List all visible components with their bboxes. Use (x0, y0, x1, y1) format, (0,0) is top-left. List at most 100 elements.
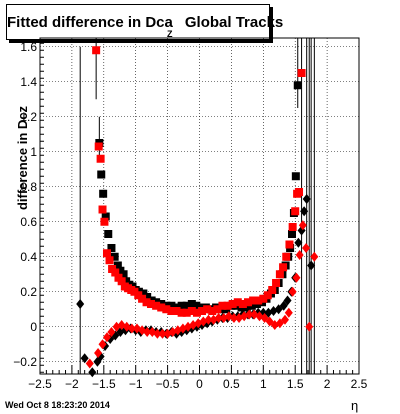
data-point-diamond (307, 260, 316, 271)
data-point-square (104, 230, 113, 238)
data-point-square (177, 308, 186, 317)
data-point-square (177, 301, 186, 310)
x-tick-label: 0 (196, 377, 203, 391)
data-point-square (167, 307, 176, 315)
data-point-square (102, 249, 111, 258)
data-point-diamond (80, 353, 89, 364)
data-point-square (113, 261, 122, 270)
data-point-diamond (295, 250, 304, 260)
data-point-square (288, 230, 297, 238)
chart-title: Fitted difference in Dca Global Tracks (7, 14, 284, 31)
data-point-square (295, 188, 304, 196)
data-point-square (192, 308, 201, 317)
data-point-diamond (284, 307, 293, 318)
data-point-diamond (107, 327, 116, 337)
data-point-diamond (143, 327, 152, 337)
data-point-diamond (214, 313, 223, 323)
data-point-square (268, 286, 277, 294)
data-point-square (228, 300, 237, 308)
y-tick-label: −0.2 (13, 355, 37, 369)
data-point-square (152, 301, 161, 310)
data-point-square (110, 252, 119, 261)
x-tick-label: −2 (65, 377, 79, 391)
data-point-square (259, 294, 268, 303)
data-point-square (279, 263, 288, 272)
data-point-diamond (245, 309, 254, 320)
data-point-diamond (102, 332, 111, 343)
data-point-diamond (121, 325, 130, 336)
x-axis-label: η (351, 398, 359, 413)
data-point-diamond (288, 286, 297, 297)
data-point-diamond (279, 300, 288, 311)
data-point-square (297, 69, 306, 77)
data-point-square (167, 301, 176, 310)
data-point-square (275, 270, 284, 279)
data-point-square (285, 240, 294, 249)
y-tick-label: 0 (30, 320, 37, 334)
data-point-square (293, 81, 302, 90)
data-point-square (92, 46, 101, 55)
data-point-square (98, 205, 107, 214)
data-point-diamond (94, 348, 103, 358)
data-point-square (238, 300, 247, 308)
data-point-diamond (153, 328, 162, 339)
data-point-square (100, 217, 109, 226)
data-point-square (138, 294, 147, 303)
data-point-diamond (229, 313, 238, 323)
data-point-square (203, 305, 212, 314)
y-tick-label: 0.2 (20, 285, 37, 299)
data-point-square (143, 293, 152, 301)
data-point-square (182, 308, 191, 317)
data-point-square (99, 189, 108, 198)
data-point-square (117, 277, 126, 286)
data-point-square (288, 223, 297, 231)
data-point-square (111, 268, 120, 277)
x-tick-label: 0.5 (223, 377, 240, 391)
data-point-square (249, 296, 258, 305)
data-point-diamond (127, 323, 136, 334)
data-point-square (208, 307, 217, 315)
timestamp: Wed Oct 8 18:23:20 2014 (5, 400, 110, 410)
data-point-square (142, 298, 151, 307)
data-point-diamond (294, 237, 303, 248)
x-tick-label: 1 (260, 377, 267, 391)
data-point-square (198, 307, 207, 315)
data-point-square (172, 307, 181, 315)
data-point-square (291, 172, 300, 181)
data-point-square (223, 301, 232, 310)
data-point-diamond (283, 295, 292, 306)
data-point-diamond (250, 309, 259, 320)
data-point-diamond (302, 243, 311, 253)
data-point-diamond (76, 299, 85, 309)
y-tick-label: 1.2 (20, 110, 37, 124)
data-point-square (187, 300, 196, 308)
data-point-square (187, 307, 196, 315)
data-point-diamond (88, 367, 97, 378)
data-point-square (218, 301, 227, 310)
data-point-square (282, 252, 291, 261)
x-tick-label: −0.5 (156, 377, 180, 391)
data-point-square (105, 256, 114, 265)
y-tick-label: 0.8 (20, 180, 37, 194)
data-point-diamond (204, 314, 213, 325)
data-point-diamond (305, 321, 314, 332)
data-point-diamond (158, 328, 167, 339)
x-tick-label: −1 (129, 377, 143, 391)
data-point-diamond (300, 206, 309, 217)
data-point-square (263, 291, 272, 300)
data-point-square (192, 301, 201, 310)
data-point-diamond (98, 339, 107, 350)
data-point-diamond (298, 220, 307, 231)
data-point-square (94, 142, 103, 151)
y-tick-label: 1.4 (20, 75, 37, 89)
data-point-square (107, 244, 116, 252)
y-tick-label: 0.4 (20, 250, 37, 264)
data-point-diamond (122, 321, 131, 332)
data-point-square (157, 303, 166, 312)
data-point-square (119, 270, 128, 279)
data-point-square (254, 296, 263, 305)
x-tick-label: 1.5 (287, 377, 304, 391)
x-tick-label: −1.5 (92, 377, 116, 391)
data-point-square (243, 298, 252, 307)
